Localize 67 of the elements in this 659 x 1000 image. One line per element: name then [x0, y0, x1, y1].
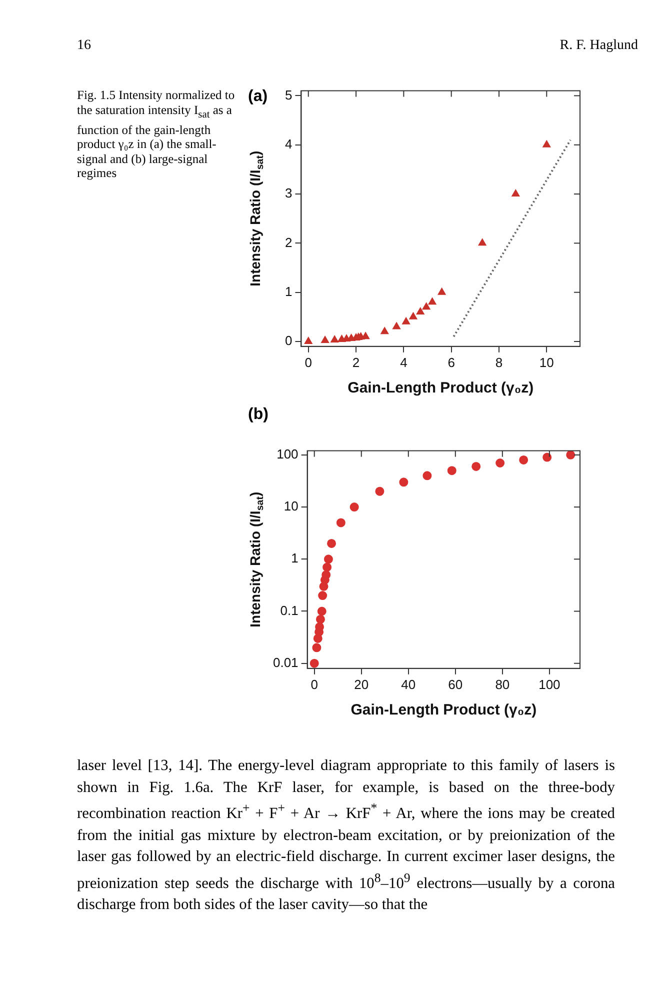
- point: [542, 452, 552, 462]
- x-tick-label: 0: [310, 676, 318, 692]
- x-tick-label: 40: [401, 676, 416, 692]
- point: [336, 518, 346, 528]
- x-tick-label: 8: [495, 354, 503, 370]
- point: [428, 298, 436, 305]
- text: (a): [248, 88, 268, 105]
- point: [317, 606, 326, 616]
- x-tick-label: 0: [304, 354, 312, 370]
- point: [402, 317, 410, 324]
- y-tick-label: 3: [284, 186, 292, 201]
- point: [422, 471, 432, 480]
- y-tick-label: 0.01: [272, 654, 298, 670]
- point: [321, 336, 330, 343]
- text: (b): [248, 406, 270, 424]
- point: [519, 455, 528, 464]
- point: [472, 462, 481, 471]
- y-tick-label: 5: [284, 87, 292, 102]
- y-tick-label: 0.1: [280, 602, 298, 618]
- point: [350, 502, 359, 512]
- point: [409, 312, 418, 320]
- x-axis-title: Gain-Length Product (γ₀z): [350, 702, 537, 719]
- point: [447, 466, 456, 476]
- point: [318, 591, 328, 600]
- point: [512, 190, 520, 197]
- y-tick-label: 2: [284, 234, 292, 250]
- point: [566, 450, 576, 460]
- x-tick-label: 2: [352, 354, 360, 370]
- point: [392, 322, 400, 330]
- x-tick-label: 80: [495, 676, 510, 692]
- y-tick-label: 0: [284, 333, 292, 348]
- x-tick-label: 20: [354, 676, 369, 692]
- y-tick-label: 1: [291, 550, 298, 566]
- point: [438, 288, 446, 295]
- x-axis-title: Gain-Length Product (γ₀z): [348, 380, 534, 397]
- point: [322, 570, 331, 580]
- x-tick-label: 60: [448, 676, 463, 692]
- y-tick-label: 4: [284, 136, 292, 152]
- point: [542, 140, 551, 148]
- point: [416, 307, 424, 314]
- point: [422, 302, 430, 310]
- text: R. F. Haglund: [558, 38, 638, 54]
- text: laser level [13, 14]. The energy-level diagram appropriate to this family of lasers is shown in Fig. 1.6a. The KrF laser, for example, is based on the three-body recombination reaction Kr$^{+}$ + F$^{+}$ + Ar → KrF$^{*}$ + Ar, where the ions may be created from the initial gas mixture by electron-beam excitation, or by preionization of the laser gas followed by an electric-field discharge. In current excimer laser designs, the preionization step seeds the discharge with 10$^{8}$–10$^{9}$ electrons—usually by a corona discharge from both sides of the laser cavity—so that the: [77, 757, 615, 914]
- caption: Fig. 1.5 Intensity normalized to the saturation intensity I$_{sat}$ as a function of the gain-length product γ₀z in (a) the small-signal and (b) large-signal regimes: [77, 88, 236, 180]
- point: [380, 327, 389, 334]
- y-tick-label: 100: [276, 446, 298, 462]
- point: [478, 238, 486, 246]
- point: [496, 458, 505, 468]
- point: [327, 538, 336, 548]
- text: 16: [77, 38, 92, 54]
- point: [399, 478, 408, 487]
- x-tick-label: 6: [448, 354, 455, 370]
- x-tick-label: 100: [538, 676, 560, 692]
- point: [324, 554, 333, 564]
- point: [304, 336, 312, 344]
- x-tick-label: 4: [400, 354, 408, 370]
- point: [322, 562, 332, 572]
- y-axis-title: Intensity Ratio (I/Isat): [246, 492, 266, 628]
- point: [312, 643, 322, 652]
- point: [316, 614, 325, 624]
- y-tick-label: 10: [284, 498, 298, 514]
- point: [310, 658, 319, 668]
- point: [375, 486, 384, 496]
- x-tick-label: 10: [539, 354, 554, 370]
- y-axis-title: Intensity Ratio (I/Isat): [246, 150, 266, 286]
- y-tick-label: 1: [284, 284, 292, 299]
- point: [330, 336, 339, 343]
